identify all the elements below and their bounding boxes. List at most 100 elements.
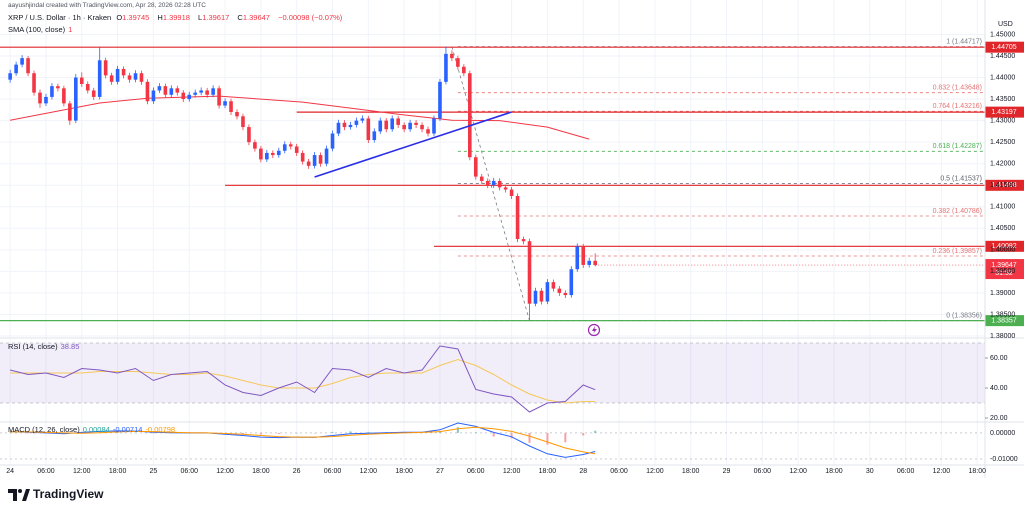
y-tick-label: 1.41500 bbox=[990, 182, 1015, 189]
candle-body bbox=[259, 148, 263, 160]
fib-label: 0.236 (1.39857) bbox=[933, 248, 982, 255]
rsi-name: RSI (14, close) bbox=[8, 342, 58, 351]
x-tick-label: 12:00 bbox=[73, 468, 91, 475]
currency-label: USD bbox=[998, 21, 1013, 28]
candle-body bbox=[26, 58, 30, 74]
candle-body bbox=[74, 77, 78, 121]
alert-icon bbox=[587, 323, 601, 337]
x-tick-label: 18:00 bbox=[252, 468, 270, 475]
candle-body bbox=[20, 58, 24, 65]
candle-body bbox=[157, 86, 162, 91]
level-badge bbox=[985, 106, 1024, 118]
candle-body bbox=[497, 180, 502, 188]
macd-histogram-bar bbox=[349, 431, 352, 433]
level-badge-label: 1.38357 bbox=[991, 317, 1016, 324]
x-tick-label: 26 bbox=[293, 468, 301, 475]
x-tick-label: 18:00 bbox=[395, 468, 413, 475]
logo-part bbox=[8, 489, 17, 501]
candle-body bbox=[527, 241, 532, 304]
fib-label: 0.618 (1.42287) bbox=[933, 143, 982, 150]
symbol-title: XRP / U.S. Dollar · 1h · Kraken bbox=[8, 13, 112, 22]
macd-histogram-bar bbox=[421, 432, 424, 434]
x-tick-label: 18:00 bbox=[109, 468, 127, 475]
candle-body bbox=[336, 122, 341, 134]
macd-histogram-bar bbox=[456, 427, 459, 433]
fib-label: 0.5 (1.41537) bbox=[940, 175, 982, 182]
candle-body bbox=[491, 180, 496, 186]
x-tick-label: 18:00 bbox=[682, 468, 700, 475]
candle-body bbox=[85, 84, 90, 91]
macd-histogram-bar bbox=[546, 432, 549, 445]
macd-value: -0.00714 bbox=[112, 425, 143, 434]
candle-body bbox=[265, 152, 269, 160]
candle-body bbox=[396, 118, 400, 125]
candle-body bbox=[32, 73, 36, 93]
rsi-value: 38.85 bbox=[60, 342, 80, 351]
candle-body bbox=[593, 260, 597, 266]
candle-body bbox=[300, 152, 305, 162]
candle-body bbox=[229, 101, 233, 112]
x-tick-label: 06:00 bbox=[180, 468, 198, 475]
macd-histogram-bar bbox=[492, 432, 495, 437]
signal-line bbox=[10, 426, 596, 455]
macd-histogram-bar bbox=[295, 432, 298, 434]
macd-tick-label: 0.00000 bbox=[990, 430, 1015, 437]
x-tick-label: 12:00 bbox=[503, 468, 521, 475]
macd-header: MACD (12, 26, close) 0.00084 -0.00714 -0.00… bbox=[8, 425, 178, 434]
credit-text: aayushjindal created with TradingView.co… bbox=[8, 2, 206, 9]
candle-body bbox=[438, 81, 442, 119]
candle-body bbox=[8, 73, 12, 80]
candle-body bbox=[587, 260, 592, 265]
candle-body bbox=[127, 75, 132, 80]
level-badge-label: 1.44705 bbox=[991, 44, 1016, 51]
x-tick-label: 27 bbox=[436, 468, 444, 475]
x-tick-label: 24 bbox=[6, 468, 14, 475]
macd-histogram-bar bbox=[259, 432, 262, 435]
logo-part bbox=[22, 489, 30, 501]
candle-body bbox=[354, 120, 359, 125]
level-badge bbox=[985, 179, 1024, 191]
candle-body bbox=[169, 88, 174, 95]
candle-body bbox=[372, 131, 377, 140]
candle-body bbox=[390, 118, 395, 130]
candle-body bbox=[211, 88, 215, 95]
candle-body bbox=[551, 282, 556, 289]
axes: 24 06:00 12:00 18:00 25 06:00 12:00 18:00 26 06:0… bbox=[6, 31, 1017, 475]
x-tick-label: 06:00 bbox=[467, 468, 485, 475]
symbol-header: XRP / U.S. Dollar · 1h · Kraken O1.39745… bbox=[8, 13, 345, 22]
candle-body bbox=[115, 68, 120, 82]
candle-body bbox=[581, 246, 586, 265]
candle-body bbox=[485, 180, 490, 186]
candle-body bbox=[79, 77, 84, 84]
ohlc-prefix: L bbox=[198, 13, 203, 22]
candle-body bbox=[569, 269, 574, 296]
candle-body bbox=[408, 122, 412, 130]
x-tick-label: 18:00 bbox=[968, 468, 986, 475]
candle-body bbox=[56, 86, 60, 89]
candle-body bbox=[432, 118, 436, 134]
macd-histogram-bar bbox=[9, 432, 12, 434]
candle-body bbox=[145, 81, 150, 102]
candle-body bbox=[312, 155, 317, 166]
macd-histogram-bar bbox=[152, 432, 155, 434]
y-tick-label: 1.44500 bbox=[990, 53, 1015, 60]
fib-label: 1 (1.44717) bbox=[946, 38, 982, 45]
change-label: −0.00098 (−0.07%) bbox=[278, 13, 343, 22]
level-badge-label: 1.40082 bbox=[991, 243, 1016, 250]
x-tick-label: 30 bbox=[866, 468, 874, 475]
candle-body bbox=[521, 239, 526, 242]
ohlc-field: L1.39617 bbox=[198, 13, 232, 22]
ohlc-value: 1.39918 bbox=[162, 13, 190, 22]
rsi-tick-label: 60.00 bbox=[990, 355, 1008, 362]
macd-histogram-bar bbox=[116, 431, 119, 433]
x-tick-label: 28 bbox=[579, 468, 587, 475]
candle-body bbox=[288, 144, 293, 147]
candle-body bbox=[62, 88, 66, 104]
rsi-header: RSI (14, close) 38.85 bbox=[8, 342, 82, 351]
candle-body bbox=[235, 112, 239, 117]
candle-body bbox=[282, 144, 287, 151]
macd-histogram-bar bbox=[331, 431, 334, 433]
y-tick-label: 1.45000 bbox=[990, 31, 1015, 38]
macd-tick-label: -0.01000 bbox=[990, 456, 1018, 463]
